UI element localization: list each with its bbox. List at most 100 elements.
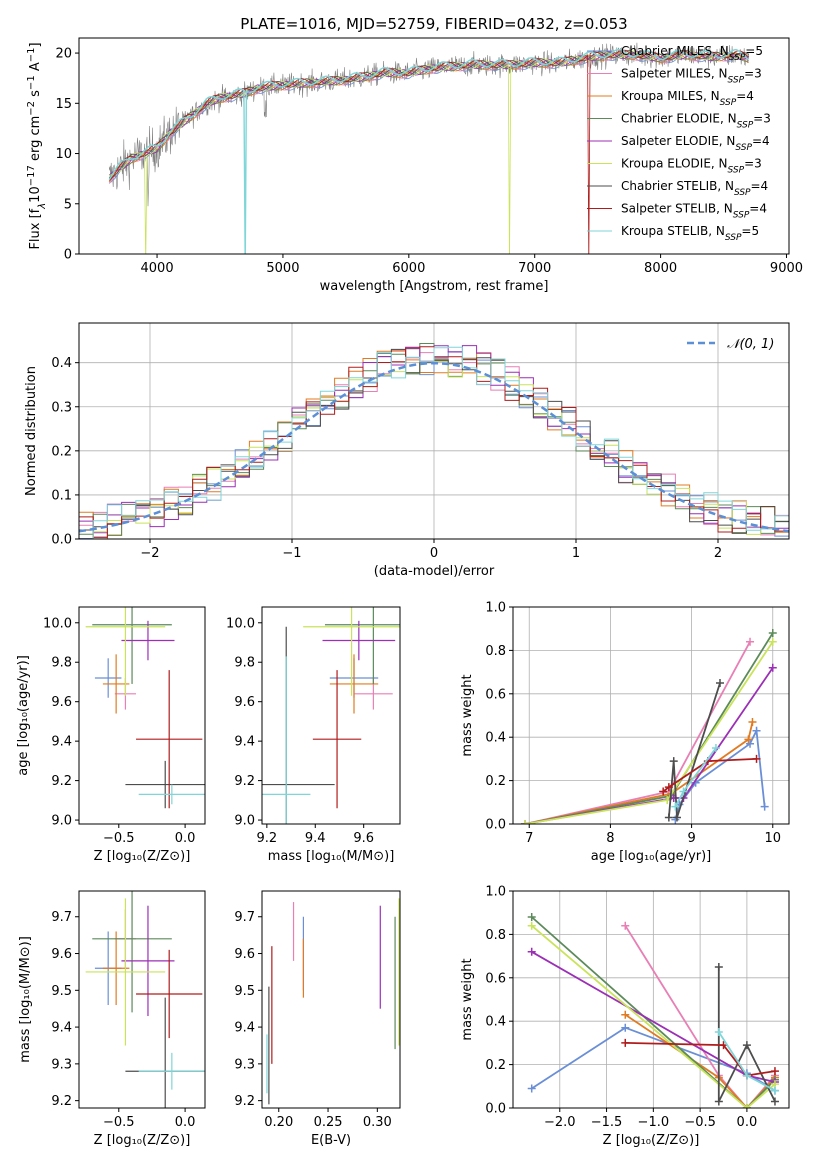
y-tick-label: 9.6 — [234, 695, 255, 710]
series-marker — [621, 921, 630, 930]
y-tick-label: 9.6 — [234, 947, 255, 962]
y-tick-label: 0.4 — [485, 1015, 506, 1030]
x-tick-label: 2 — [714, 546, 722, 561]
series-marker — [742, 1041, 751, 1050]
x-tick-label: 10 — [764, 831, 781, 846]
y-tick-label: 10.0 — [43, 616, 72, 631]
series-marker — [527, 1084, 536, 1093]
legend-name: Kroupa ELODIE, N — [621, 157, 728, 171]
plot-area — [262, 607, 400, 824]
plot-area — [85, 607, 205, 809]
series-marker — [752, 754, 761, 763]
y-tick-label: 9.2 — [51, 774, 72, 789]
y-tick-label: 1.0 — [485, 885, 506, 900]
y-tick-label: 9.0 — [234, 814, 255, 829]
series-marker — [672, 813, 681, 822]
legend-name: Salpeter ELODIE, N — [621, 134, 735, 148]
y-tick-label: 9.6 — [51, 695, 72, 710]
series-marker — [714, 1028, 723, 1037]
legend-entry: Salpeter MILES, NSSP=3 — [621, 67, 762, 86]
axes-frame — [78, 606, 206, 825]
series-marker — [711, 744, 720, 753]
y-tick-label: 0.6 — [485, 687, 506, 702]
panel-age_vs_Z: −0.5 0.0 9.0 9.2 9.4 9.6 9.8 10.0 Z [log₁₀(Z/Z⊙)… — [16, 606, 206, 864]
plot-area — [108, 42, 750, 254]
y-tick-label: 9.8 — [234, 656, 255, 671]
x-tick-label: 0.20 — [264, 1115, 293, 1130]
series-marker — [621, 1038, 630, 1047]
y-tick-label: 0.3 — [51, 400, 72, 415]
y-tick-label: 10.0 — [226, 616, 255, 631]
axes-frame — [261, 890, 401, 1109]
series-line-kroupa_elodie — [531, 925, 776, 1108]
model-line-kroupa_stelib — [108, 48, 750, 254]
legend-sub: SSP — [734, 188, 751, 198]
series-marker — [527, 921, 536, 930]
y-tick-label: 9.2 — [51, 1094, 72, 1109]
legend-entry: Chabrier STELIB, NSSP=4 — [621, 179, 768, 198]
y-tick-label: 9.8 — [51, 656, 72, 671]
y-tick-label: 0.2 — [485, 774, 506, 789]
y-axis-label-part: A — [28, 62, 43, 75]
x-axis-label: age [log₁₀(age/yr)] — [591, 849, 712, 864]
y-tick-label: 0 — [64, 248, 72, 263]
model-line-kroupa_miles — [108, 52, 749, 183]
plot-area — [513, 891, 789, 1108]
y-tick-label: 9.7 — [51, 910, 72, 925]
series-marker — [527, 947, 536, 956]
legend-sub: SSP — [735, 143, 752, 153]
legend-count: =4 — [751, 179, 769, 193]
y-tick-label: 9.5 — [51, 984, 72, 999]
legend-count: =5 — [741, 224, 759, 238]
x-axis-label: Z [log₁₀(Z/Z⊙)] — [94, 849, 191, 864]
y-tick-label: 20 — [55, 47, 72, 62]
x-tick-label: 1 — [572, 546, 580, 561]
x-axis-label: Z [log₁₀(Z/Z⊙)] — [94, 1133, 191, 1148]
series-marker — [671, 802, 680, 811]
normal-curve — [79, 361, 789, 533]
x-tick-label: 9000 — [770, 261, 803, 276]
legend-name: Kroupa MILES, N — [621, 89, 720, 103]
x-tick-label: −2.0 — [544, 1115, 576, 1130]
series-line-chabrier_stelib — [668, 682, 721, 818]
y-axis-label-part: Flux [f — [28, 208, 43, 249]
legend-entry: Salpeter ELODIE, NSSP=4 — [621, 134, 770, 153]
legend-name: Kroupa STELIB, N — [621, 224, 725, 238]
axes-frame — [261, 606, 401, 825]
legend-name: Chabrier ELODIE, N — [621, 112, 737, 126]
y-tick-label: 0.1 — [51, 488, 72, 503]
y-axis-label-part: 10 — [28, 186, 43, 203]
x-tick-label: 0.30 — [363, 1115, 392, 1130]
x-axis-label: mass [log₁₀(M/M⊙)] — [268, 849, 395, 864]
legend-entry: Chabrier ELODIE, NSSP=3 — [621, 112, 771, 131]
x-tick-label: 9.4 — [305, 831, 326, 846]
x-tick-label: 0.25 — [314, 1115, 343, 1130]
x-tick-label: −2 — [140, 546, 159, 561]
y-tick-label: 10 — [55, 147, 72, 162]
y-tick-label: 0.0 — [51, 533, 72, 548]
legend-entry: Kroupa STELIB, NSSP=5 — [621, 224, 759, 243]
series-marker — [770, 1067, 779, 1076]
x-tick-label: −0.5 — [103, 831, 135, 846]
y-axis-label: age [log₁₀(age/yr)] — [16, 655, 31, 776]
y-tick-label: 9.5 — [234, 984, 255, 999]
series-marker — [679, 787, 688, 796]
legend-normal-label: 𝒩(0, 1) — [727, 337, 774, 352]
y-axis-label-part: erg cm — [28, 116, 43, 165]
y-tick-label: 9.3 — [51, 1057, 72, 1072]
y-tick-label: 0.4 — [485, 731, 506, 746]
legend-sub: SSP — [728, 76, 745, 86]
x-tick-label: 7 — [525, 831, 533, 846]
panel-mass_vs_Z: −0.5 0.0 9.2 9.3 9.4 9.5 9.6 9.7 Z [log₁₀(Z/Z⊙)]… — [18, 890, 206, 1148]
series-marker — [659, 787, 668, 796]
y-tick-label: 0.6 — [485, 971, 506, 986]
y-axis-label-part: ] — [28, 42, 43, 47]
series-marker — [770, 1097, 779, 1106]
legend-count: =4 — [752, 134, 770, 148]
plot-area — [79, 323, 789, 539]
series-line-chabrier_miles — [531, 1026, 776, 1092]
y-tick-label: 0.8 — [485, 644, 506, 659]
x-tick-label: −0.5 — [103, 1115, 135, 1130]
y-axis-label-part: s — [28, 90, 43, 101]
